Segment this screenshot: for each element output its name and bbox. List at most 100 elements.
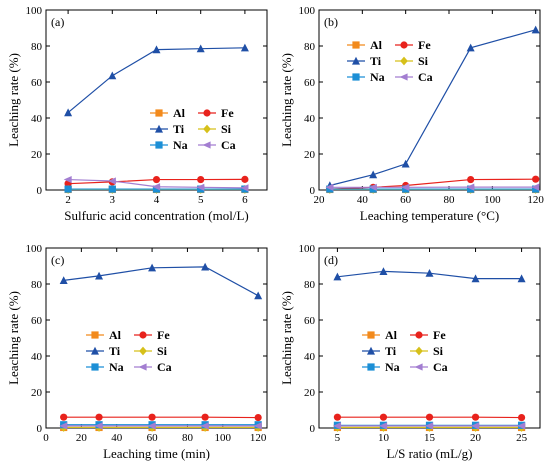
series-ca bbox=[333, 422, 526, 430]
legend-marker-si bbox=[139, 346, 147, 356]
x-tick-label: 5 bbox=[335, 432, 341, 444]
y-axis-title: Leaching rate (%) bbox=[6, 53, 21, 147]
series-line-ti bbox=[63, 266, 259, 297]
legend-marker-ca bbox=[414, 363, 423, 371]
legend-marker-si bbox=[203, 124, 211, 134]
series-fe bbox=[60, 413, 262, 422]
x-tick-label: 60 bbox=[147, 432, 159, 444]
y-tick-label: 40 bbox=[304, 113, 316, 125]
series-ti bbox=[333, 267, 526, 283]
legend-marker-na bbox=[91, 363, 99, 371]
series-ca bbox=[59, 422, 262, 430]
legend: Al Fe Ti Si Na Ca bbox=[86, 328, 172, 374]
data-point-ti bbox=[240, 43, 249, 52]
y-tick-label: 80 bbox=[304, 41, 316, 53]
legend: Al Fe Ti Si Na Ca bbox=[362, 328, 448, 374]
data-point-ca bbox=[196, 183, 205, 191]
legend-label-si: Si bbox=[221, 122, 232, 136]
legend-marker-na bbox=[367, 363, 375, 371]
y-axis-title: Leaching rate (%) bbox=[279, 291, 294, 385]
data-point-ti bbox=[401, 159, 410, 168]
data-point-ca bbox=[240, 184, 249, 192]
y-tick-label: 20 bbox=[31, 149, 43, 161]
data-point-fe bbox=[517, 413, 526, 422]
y-tick-label: 100 bbox=[26, 243, 43, 255]
legend-marker-ti bbox=[91, 346, 99, 355]
y-tick-label: 80 bbox=[304, 279, 316, 291]
y-tick-label: 40 bbox=[31, 113, 43, 125]
x-axis-title: L/S ratio (mL/g) bbox=[387, 446, 473, 461]
data-point-fe bbox=[201, 413, 209, 421]
y-tick-label: 40 bbox=[304, 351, 316, 363]
x-tick-label: 100 bbox=[484, 194, 501, 206]
legend-label-fe: Fe bbox=[418, 38, 431, 52]
legend-marker-ca bbox=[202, 141, 211, 149]
legend-marker-al bbox=[91, 331, 99, 339]
data-point-ca bbox=[471, 422, 480, 430]
data-point-ca bbox=[200, 422, 209, 430]
data-point-ca bbox=[517, 422, 526, 430]
legend-label-si: Si bbox=[433, 344, 444, 358]
data-point-ti bbox=[369, 170, 378, 179]
legend-label-ca: Ca bbox=[221, 138, 236, 152]
legend-label-na: Na bbox=[173, 138, 188, 152]
data-point-fe bbox=[467, 175, 475, 184]
x-tick-label: 3 bbox=[110, 194, 116, 206]
data-point-ca bbox=[147, 422, 156, 430]
data-point-ti bbox=[425, 269, 434, 277]
data-point-ca bbox=[401, 183, 410, 191]
y-tick-label: 80 bbox=[31, 279, 43, 291]
panel-label: (c) bbox=[51, 253, 64, 267]
legend-label-na: Na bbox=[370, 70, 385, 84]
legend-label-si: Si bbox=[418, 54, 429, 68]
x-tick-label: 15 bbox=[424, 432, 436, 444]
legend-marker-fe bbox=[400, 41, 408, 49]
data-point-fe bbox=[254, 413, 262, 422]
data-point-ti bbox=[108, 71, 117, 80]
series-fe bbox=[333, 413, 526, 422]
legend-label-ca: Ca bbox=[418, 70, 433, 84]
x-tick-label: 20 bbox=[314, 194, 326, 206]
series-ca bbox=[325, 183, 540, 191]
y-tick-label: 60 bbox=[304, 315, 316, 327]
data-point-ti bbox=[531, 25, 540, 34]
legend-label-ti: Ti bbox=[173, 122, 185, 136]
data-point-na bbox=[108, 185, 116, 193]
legend-marker-na bbox=[352, 73, 360, 81]
legend-label-ca: Ca bbox=[433, 360, 448, 374]
y-tick-label: 60 bbox=[304, 77, 316, 89]
data-point-fe bbox=[379, 413, 388, 421]
data-point-na bbox=[64, 185, 72, 193]
data-point-ti bbox=[59, 276, 68, 284]
legend-label-al: Al bbox=[173, 106, 186, 120]
x-tick-label: 40 bbox=[357, 194, 369, 206]
y-tick-label: 100 bbox=[299, 243, 316, 255]
x-axis-title: Leaching time (min) bbox=[103, 446, 210, 461]
legend-marker-fe bbox=[139, 331, 147, 339]
data-point-ca bbox=[333, 422, 342, 430]
legend-marker-ti bbox=[367, 346, 375, 355]
legend-marker-ti bbox=[352, 56, 360, 65]
legend-label-ti: Ti bbox=[370, 54, 382, 68]
data-point-ca bbox=[152, 183, 161, 191]
series-ti bbox=[59, 262, 263, 300]
x-tick-label: 60 bbox=[400, 194, 412, 206]
x-tick-label: 4 bbox=[154, 194, 160, 206]
legend-marker-fe bbox=[415, 331, 423, 339]
data-point-fe bbox=[197, 175, 205, 184]
legend-label-ca: Ca bbox=[157, 360, 172, 374]
data-point-ca bbox=[368, 183, 377, 191]
legend-marker-si bbox=[400, 56, 408, 66]
legend: Al Fe Ti Si Na Ca bbox=[150, 106, 236, 152]
y-axis-title: Leaching rate (%) bbox=[279, 53, 294, 147]
data-point-na bbox=[532, 185, 540, 193]
panel-label: (b) bbox=[324, 15, 338, 29]
legend-label-ti: Ti bbox=[109, 344, 121, 358]
legend-label-si: Si bbox=[157, 344, 168, 358]
x-tick-label: 0 bbox=[43, 432, 49, 444]
legend-marker-fe bbox=[203, 109, 211, 117]
y-tick-label: 0 bbox=[37, 185, 43, 197]
data-point-fe bbox=[532, 175, 540, 183]
y-tick-label: 0 bbox=[310, 185, 316, 197]
